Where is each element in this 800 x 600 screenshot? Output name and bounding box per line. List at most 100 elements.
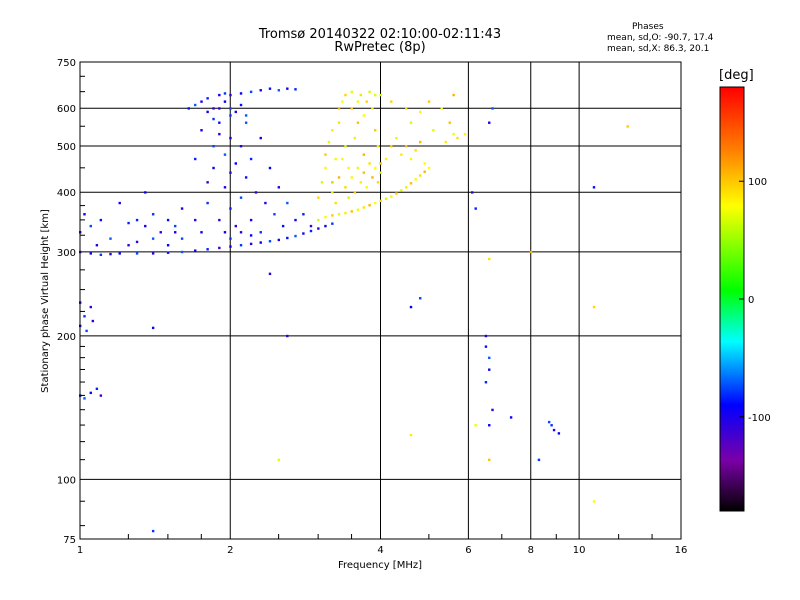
x-mode-point [390, 144, 393, 148]
x-mode-point [341, 157, 344, 161]
o-mode-point [166, 251, 170, 254]
x-mode-point [452, 132, 455, 136]
x-mode-point [414, 178, 417, 181]
x-tick-label: 2 [227, 545, 233, 556]
x-mode-point [409, 433, 413, 437]
o-mode-point [234, 224, 238, 228]
o-mode-point [552, 428, 556, 432]
x-tick-label: 4 [377, 545, 383, 556]
o-mode-point [268, 166, 272, 170]
o-mode-point [187, 107, 190, 110]
x-mode-point [405, 144, 408, 148]
x-axis-ticks: 1 2 4 6 8 10 16 [77, 534, 687, 556]
x-mode-point [395, 192, 398, 195]
o-mode-point [268, 272, 272, 276]
x-mode-point [448, 121, 451, 124]
o-mode-point [229, 207, 232, 210]
o-mode-point [249, 218, 253, 222]
o-mode-point [249, 234, 253, 237]
o-mode-point [218, 93, 221, 97]
x-mode-point [444, 140, 447, 144]
o-mode-point [89, 224, 92, 228]
o-mode-point [259, 231, 262, 234]
o-mode-point [89, 391, 92, 395]
x-tick-label: 1 [77, 545, 83, 556]
x-mode-point [359, 93, 363, 97]
x-mode-point [432, 129, 435, 132]
x-mode-point [359, 181, 363, 184]
x-mode-point [344, 211, 347, 215]
o-mode-point [249, 90, 253, 94]
o-mode-point [244, 121, 248, 124]
o-mode-point [212, 166, 215, 170]
o-mode-point [491, 107, 494, 110]
o-mode-point [229, 171, 232, 174]
o-mode-point [144, 191, 147, 194]
o-mode-point [484, 334, 488, 338]
o-mode-point [239, 103, 243, 107]
x-mode-point [474, 424, 477, 427]
x-mode-point [423, 170, 426, 173]
o-mode-point [127, 244, 130, 247]
x-mode-point [390, 100, 393, 103]
plot-grid [80, 62, 681, 539]
o-mode-point [259, 89, 262, 92]
o-mode-point [254, 191, 258, 194]
o-mode-point [83, 397, 86, 400]
o-mode-point [268, 240, 272, 243]
x-mode-point [379, 93, 382, 97]
o-mode-point [180, 250, 184, 254]
x-mode-point [353, 191, 357, 194]
o-mode-point [229, 93, 232, 97]
o-mode-point [99, 253, 103, 256]
o-mode-point [277, 89, 281, 92]
phase-box-o-stats: mean, sd,O: -90.7, 17.4 [607, 33, 714, 43]
x-mode-point [344, 144, 347, 148]
o-mode-point [286, 334, 289, 338]
o-mode-point [180, 237, 184, 240]
x-mode-point [356, 121, 360, 124]
x-mode-point [592, 305, 596, 309]
o-mode-point [484, 345, 488, 348]
o-mode-point [229, 107, 232, 110]
x-mode-point [452, 93, 455, 97]
x-mode-point [488, 257, 491, 261]
x-mode-point [365, 186, 368, 189]
x-mode-point [376, 144, 380, 148]
x-mode-point [419, 140, 422, 144]
o-mode-point [239, 92, 243, 95]
x-mode-point [368, 204, 371, 207]
x-mode-point [368, 162, 371, 165]
o-mode-point [229, 114, 232, 117]
o-mode-point [286, 236, 289, 240]
o-mode-point [223, 231, 227, 234]
o-mode-point [419, 297, 422, 300]
o-mode-point [547, 420, 551, 424]
x-mode-point [456, 136, 459, 140]
x-mode-point [423, 162, 426, 165]
y-tick-label: 100 [57, 475, 76, 486]
o-mode-point [302, 213, 305, 216]
o-mode-point [109, 237, 112, 240]
x-mode-point [320, 181, 324, 184]
o-mode-point [286, 201, 289, 205]
x-mode-point [409, 157, 413, 161]
o-mode-point [206, 248, 209, 251]
x-mode-point [334, 201, 337, 205]
echo-points [79, 87, 629, 533]
o-mode-point [294, 218, 297, 222]
o-mode-point [281, 224, 285, 228]
o-mode-point [212, 117, 215, 121]
x-mode-point [350, 107, 353, 110]
o-mode-point [229, 237, 232, 240]
o-mode-point [286, 87, 289, 90]
o-mode-point [294, 88, 297, 91]
o-mode-point [118, 252, 121, 255]
x-mode-point [362, 114, 366, 117]
y-tick-label: 200 [57, 332, 76, 343]
o-mode-point [144, 224, 147, 228]
o-mode-point [470, 191, 474, 194]
x-mode-point [356, 166, 360, 170]
y-tick-label: 500 [57, 142, 76, 153]
